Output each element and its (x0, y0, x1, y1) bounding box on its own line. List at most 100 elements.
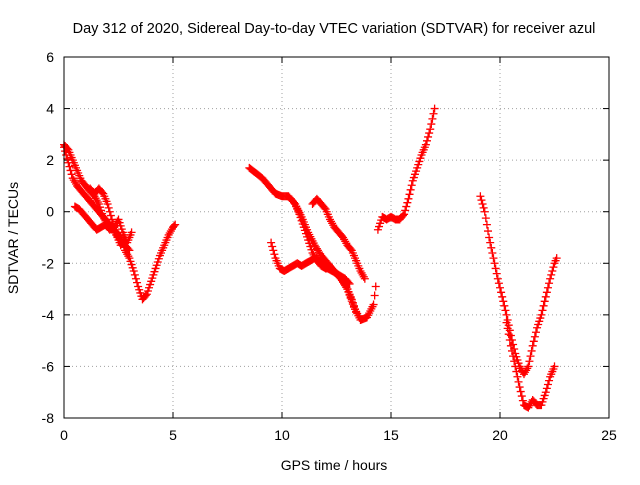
data-point (510, 357, 519, 366)
data-point (517, 392, 526, 401)
data-point (425, 129, 434, 138)
y-tick-label: 0 (46, 204, 54, 220)
data-point (493, 274, 502, 283)
data-point (429, 109, 438, 118)
data-series-segment (308, 194, 369, 283)
x-tick-label: 25 (601, 427, 617, 443)
data-point (543, 283, 552, 292)
data-point (538, 306, 547, 315)
data-point (61, 147, 70, 156)
data-point (422, 136, 431, 145)
data-point (546, 274, 555, 283)
data-point (537, 310, 546, 319)
data-point (371, 282, 380, 291)
x-tick-label: 0 (60, 427, 68, 443)
data-point (480, 207, 489, 216)
y-tick-label: -8 (42, 410, 55, 426)
data-point (548, 267, 557, 276)
data-point (540, 297, 549, 306)
data-point (400, 210, 409, 219)
x-tick-label: 5 (169, 427, 177, 443)
data-point (490, 259, 499, 268)
data-point (527, 346, 536, 355)
data-point (141, 291, 150, 300)
data-point (421, 140, 430, 149)
data-point (170, 221, 179, 230)
data-point (509, 352, 518, 361)
data-point (487, 243, 496, 252)
data-point (500, 301, 509, 310)
data-point (502, 310, 511, 319)
y-tick-label: 4 (46, 101, 54, 117)
data-point (64, 158, 73, 167)
data-point (511, 362, 520, 371)
y-tick-label: 6 (46, 49, 54, 65)
data-point (492, 269, 501, 278)
data-point (526, 352, 535, 361)
data-point (63, 154, 72, 163)
y-tick-label: 2 (46, 152, 54, 168)
data-point (530, 332, 539, 341)
x-tick-label: 20 (492, 427, 508, 443)
data-point (65, 162, 74, 171)
y-tick-label: -6 (42, 358, 55, 374)
data-point (545, 376, 554, 385)
data-point (359, 272, 368, 281)
data-point (111, 227, 120, 236)
data-point (404, 194, 413, 203)
data-point (369, 300, 378, 309)
data-point (525, 357, 534, 366)
chart-title: Day 312 of 2020, Sidereal Day-to-day VTE… (73, 21, 596, 37)
data-point (494, 279, 503, 288)
data-point (107, 215, 116, 224)
data-point (360, 274, 369, 283)
data-point (130, 270, 139, 279)
data-series-segment (373, 104, 439, 234)
data-point (104, 203, 113, 212)
data-point (504, 330, 513, 339)
data-point (268, 242, 277, 251)
data-point (67, 170, 76, 179)
data-point (477, 196, 486, 205)
x-tick-label: 10 (274, 427, 290, 443)
data-series-segment (86, 184, 130, 250)
data-point (398, 211, 407, 220)
data-point (110, 223, 119, 232)
data-point (502, 318, 511, 327)
data-point (488, 248, 497, 257)
data-point (370, 291, 379, 300)
y-axis-label: SDTVAR / TECUs (5, 182, 21, 294)
data-point (267, 238, 276, 247)
data-point (401, 206, 410, 215)
data-point (66, 166, 75, 175)
data-point (106, 211, 115, 220)
data-point (427, 120, 436, 129)
data-point (542, 384, 551, 393)
data-point (552, 254, 561, 263)
data-point (342, 283, 351, 292)
data-point (498, 292, 507, 301)
data-point (109, 219, 118, 228)
data-point (529, 337, 538, 346)
data-point (539, 301, 548, 310)
data-point (125, 246, 134, 255)
data-point (541, 388, 550, 397)
data-point (105, 207, 114, 216)
data-point (516, 387, 525, 396)
y-tick-label: -4 (42, 307, 55, 323)
data-point (486, 238, 495, 247)
data-series-segment (286, 194, 361, 317)
data-point (506, 341, 515, 350)
data-point (121, 236, 130, 245)
data-series-segment (476, 192, 561, 379)
data-point (514, 377, 523, 386)
data-series-segment (502, 318, 559, 412)
grid (64, 57, 609, 418)
data-point (430, 104, 439, 113)
x-tick-label: 15 (383, 427, 399, 443)
data-point (513, 372, 522, 381)
data-point (406, 185, 415, 194)
data-point (545, 279, 554, 288)
plot-frame (63, 56, 610, 419)
